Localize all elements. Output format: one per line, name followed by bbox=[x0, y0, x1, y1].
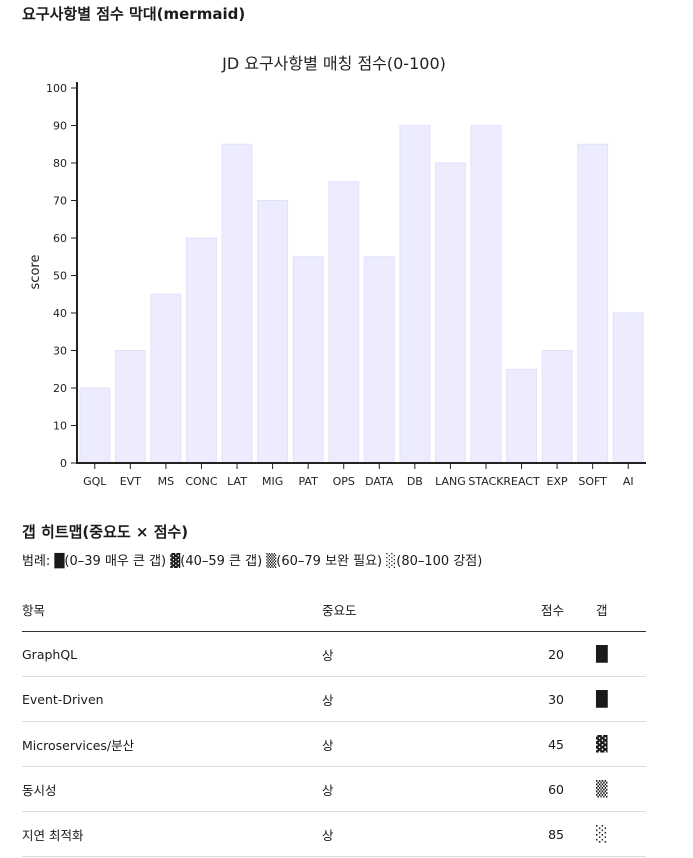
header-importance: 중요도 bbox=[322, 588, 472, 632]
cell-importance: 상 bbox=[322, 766, 472, 812]
y-tick-label: 40 bbox=[53, 307, 67, 320]
y-tick-label: 30 bbox=[53, 345, 67, 358]
x-tick-label: DB bbox=[407, 475, 423, 488]
x-tick-label: MS bbox=[158, 475, 174, 488]
table-header-row: 항목 중요도 점수 갭 bbox=[22, 588, 646, 632]
cell-gap: █ bbox=[564, 676, 646, 722]
cell-importance: 상 bbox=[322, 676, 472, 722]
cell-gap: █ bbox=[564, 631, 646, 677]
x-tick-label: MIG bbox=[262, 475, 283, 488]
y-tick-label: 60 bbox=[53, 232, 67, 245]
cell-item: Microservices/분산 bbox=[22, 721, 322, 767]
bar-evt bbox=[114, 350, 146, 464]
x-tick-label: CONC bbox=[185, 475, 218, 488]
cell-gap: ▓ bbox=[564, 721, 646, 767]
x-tick-label: LANG bbox=[435, 475, 466, 488]
y-tick-label: 70 bbox=[53, 195, 67, 208]
table-row: 지연 최적화 상 85 ░ bbox=[22, 811, 646, 857]
y-axis-label: score bbox=[28, 255, 43, 290]
bar-gql bbox=[79, 387, 111, 464]
y-tick-label: 50 bbox=[53, 270, 67, 283]
bar-stack bbox=[470, 125, 502, 464]
bar-conc bbox=[186, 237, 217, 464]
y-tick-label: 0 bbox=[60, 457, 67, 470]
table-row: GraphQL 상 20 █ bbox=[22, 631, 646, 677]
y-tick-label: 90 bbox=[53, 120, 67, 133]
bar-pat bbox=[292, 256, 324, 464]
cell-importance: 상 bbox=[322, 721, 472, 767]
bar-exp bbox=[541, 350, 573, 464]
x-tick-label: AI bbox=[623, 475, 634, 488]
cell-item: 동시성 bbox=[22, 766, 322, 812]
cell-score: 30 bbox=[472, 676, 564, 722]
bar-lat bbox=[221, 143, 253, 464]
y-tick-label: 80 bbox=[53, 157, 67, 170]
cell-score: 45 bbox=[472, 721, 564, 767]
chart-title: JD 요구사항별 매칭 점수(0-100) bbox=[221, 54, 446, 73]
bar-ai bbox=[612, 312, 644, 464]
x-tick-label: STACK bbox=[468, 475, 504, 488]
bar-mig bbox=[257, 200, 289, 464]
cell-item: Event-Driven bbox=[22, 676, 322, 722]
cell-item: 지연 최적화 bbox=[22, 811, 322, 857]
bar-db bbox=[399, 125, 431, 464]
table-row: 동시성 상 60 ▒ bbox=[22, 766, 646, 812]
x-tick-label: OPS bbox=[333, 475, 355, 488]
bar-lang bbox=[434, 162, 466, 464]
cell-importance: 상 bbox=[322, 631, 472, 677]
y-tick-label: 20 bbox=[53, 382, 67, 395]
header-item: 항목 bbox=[22, 588, 322, 632]
x-tick-label: SOFT bbox=[578, 475, 607, 488]
x-tick-label: EVT bbox=[120, 475, 141, 488]
x-tick-label: PAT bbox=[298, 475, 318, 488]
cell-score: 85 bbox=[472, 811, 564, 857]
y-tick-label: 10 bbox=[53, 420, 67, 433]
axes-group: GQL EVT MS CONC LAT MIG PAT OPS DATA DB LANG STACK R… bbox=[46, 82, 646, 488]
chart-section-heading: 요구사항별 점수 막대(mermaid) bbox=[22, 5, 246, 23]
heatmap-section-heading: 갭 히트맵(중요도 × 점수) bbox=[22, 523, 189, 541]
header-gap: 갭 bbox=[564, 588, 646, 632]
table-row: Event-Driven 상 30 █ bbox=[22, 676, 646, 722]
x-tick-label: DATA bbox=[365, 475, 394, 488]
bar-chart: JD 요구사항별 매칭 점수(0-100) score GQL EVT MS CONC… bbox=[28, 54, 646, 488]
cell-importance: 상 bbox=[322, 811, 472, 857]
cell-score: 20 bbox=[472, 631, 564, 677]
cell-item: GraphQL bbox=[22, 631, 322, 677]
cell-score: 60 bbox=[472, 766, 564, 812]
x-tick-label: GQL bbox=[83, 475, 107, 488]
cell-gap: ▒ bbox=[564, 766, 646, 812]
bar-react bbox=[506, 368, 537, 464]
gap-table: 항목 중요도 점수 갭 GraphQL 상 20 █ Event-Driven … bbox=[22, 588, 646, 857]
x-tick-label: LAT bbox=[227, 475, 247, 488]
bars-group bbox=[79, 125, 644, 464]
bar-soft bbox=[577, 143, 609, 464]
y-tick-label: 100 bbox=[46, 82, 67, 95]
table-row: Microservices/분산 상 45 ▓ bbox=[22, 721, 646, 767]
x-tick-label: REACT bbox=[503, 475, 540, 488]
x-tick-label: EXP bbox=[547, 475, 568, 488]
cell-gap: ░ bbox=[564, 811, 646, 857]
bar-data bbox=[363, 256, 395, 464]
heatmap-legend: 범례: █(0–39 매우 큰 갭) ▓(40–59 큰 갭) ▒(60–79 … bbox=[22, 554, 483, 569]
bar-ms bbox=[150, 293, 182, 464]
header-score: 점수 bbox=[472, 588, 564, 632]
bar-ops bbox=[328, 181, 360, 464]
